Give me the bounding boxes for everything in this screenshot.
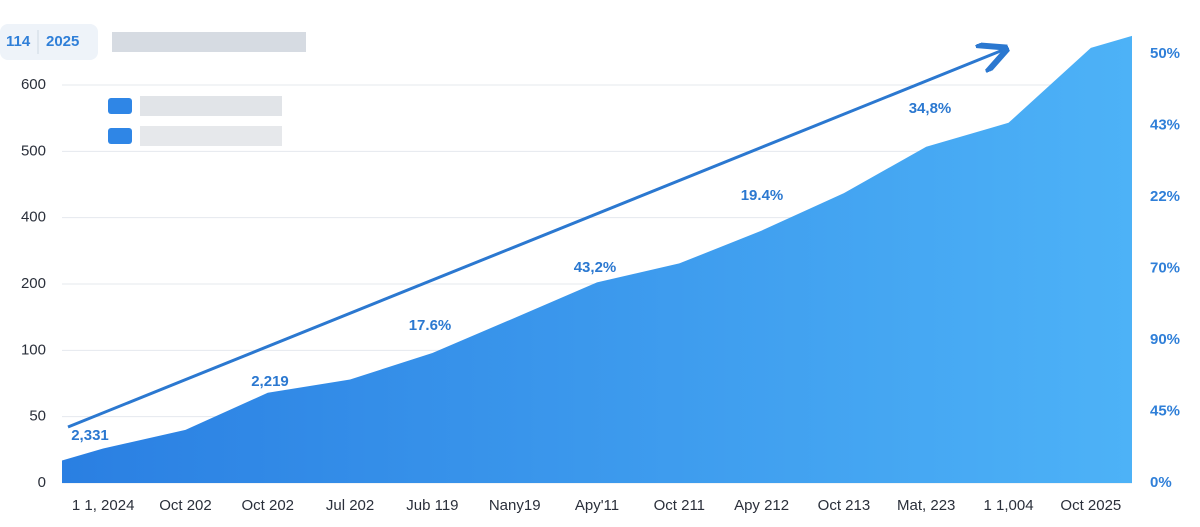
y2-tick-label: 43% [1150,116,1180,133]
x-tick-label: Apy 212 [734,497,789,514]
y-tick-label: 200 [21,275,46,292]
y2-tick-label: 50% [1150,45,1180,62]
x-tick-label: Oct 213 [818,497,871,514]
x-tick-label: 1 1,004 [984,497,1034,514]
annotation: 19.4% [741,187,784,204]
blurred-title [112,32,306,52]
y-tick-label: 50 [29,408,46,425]
y-tick-label: 0 [38,474,46,491]
badge-year: 2025 [46,33,79,50]
annotation: 34,8% [909,100,952,117]
y2-tick-label: 70% [1150,259,1180,276]
blurred-legend-text [140,126,282,146]
annotation: 2,331 [71,427,109,444]
x-tick-label: Oct 211 [654,497,705,514]
y-tick-label: 600 [21,76,46,93]
x-tick-label: Apy'11 [575,497,619,514]
badge [0,24,98,60]
annotation: 2,219 [251,373,289,390]
y2-tick-label: 90% [1150,331,1180,348]
y-tick-label: 500 [21,142,46,159]
x-tick-label: Nany19 [489,497,541,514]
x-tick-label: Jul 202 [326,497,374,514]
y2-tick-label: 0% [1150,474,1172,491]
y-tick-label: 400 [21,209,46,226]
x-tick-label: Oct 202 [159,497,212,514]
x-tick-label: Mat, 223 [897,497,955,514]
annotation: 43,2% [574,259,617,276]
legend-swatch [108,98,132,114]
y2-tick-label: 45% [1150,402,1180,419]
area [62,35,1132,483]
legend-swatch [108,128,132,144]
y-tick-label: 100 [21,341,46,358]
trend-arrow [67,50,1003,429]
blurred-legend-text [140,96,282,116]
x-tick-label: Jub 119 [406,497,458,514]
badge-id: 114 [6,33,31,50]
x-tick-label: Oct 202 [242,497,295,514]
x-tick-label: 1 1, 2024 [72,497,135,514]
x-tick-label: Oct 2025 [1060,497,1121,514]
annotation: 17.6% [409,317,452,334]
y2-tick-label: 22% [1150,188,1180,205]
